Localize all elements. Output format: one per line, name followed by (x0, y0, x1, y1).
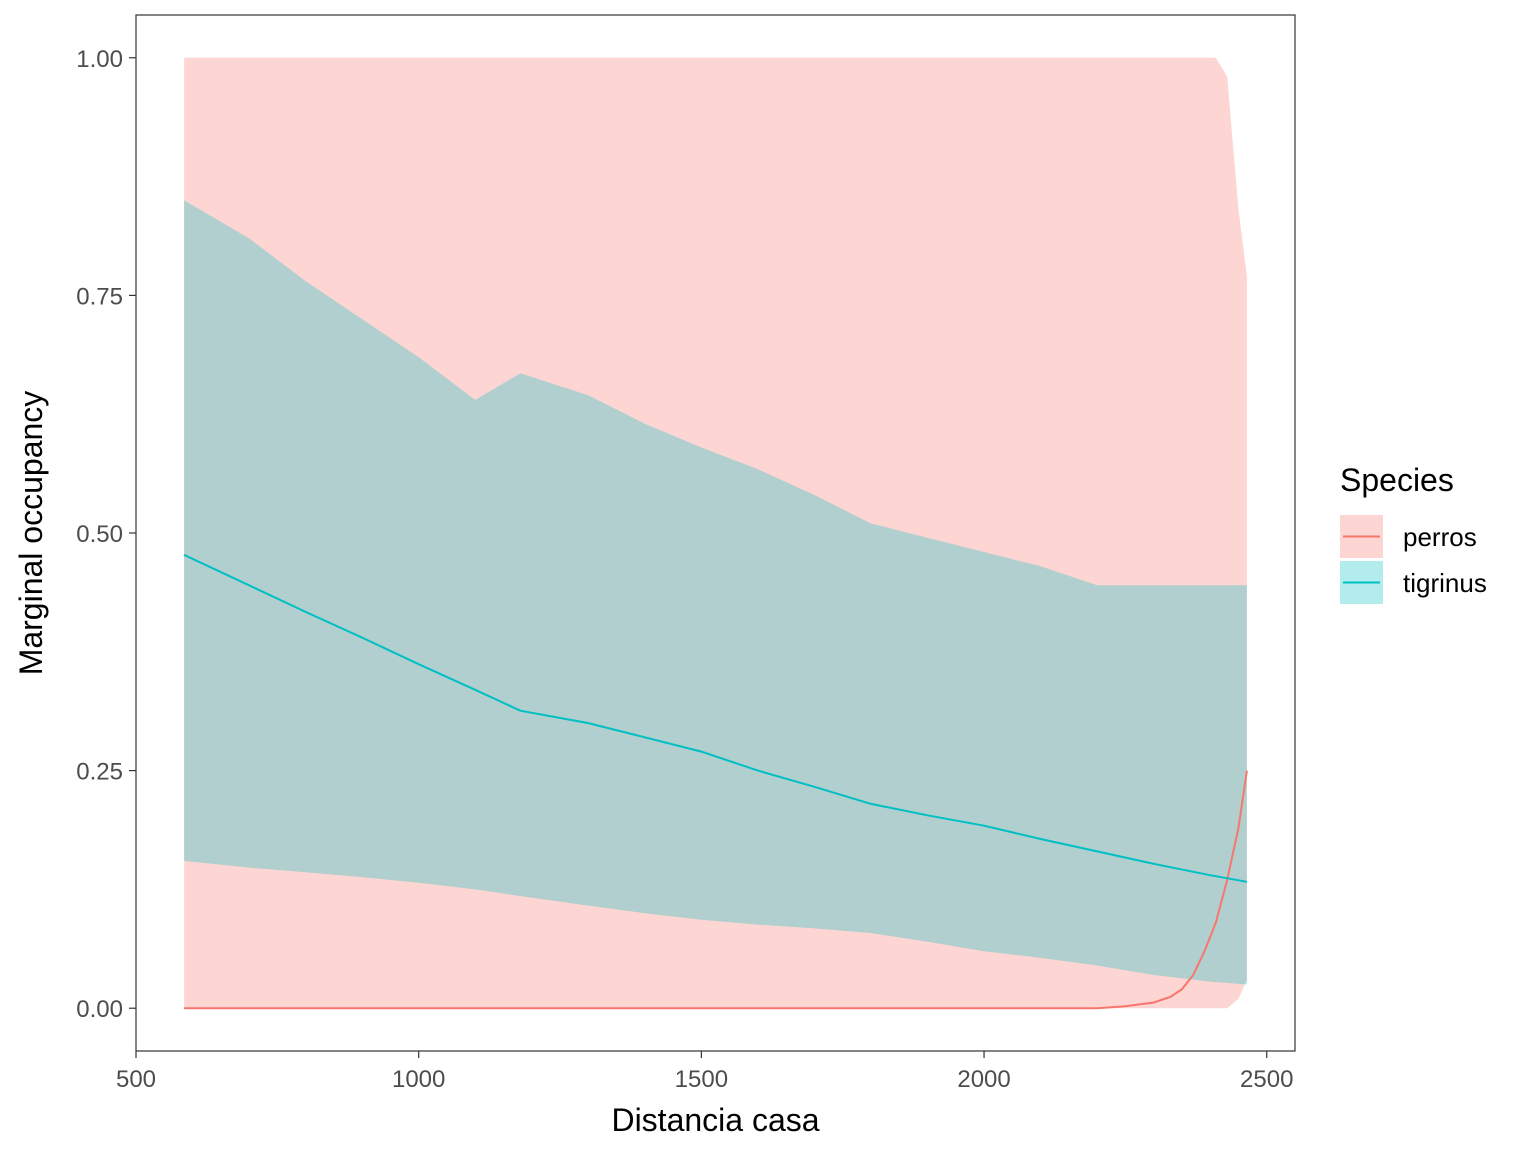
x-tick-label: 1000 (392, 1066, 445, 1093)
ribbons-layer (184, 57, 1247, 1009)
legend: Species perros tigrinus (1340, 462, 1487, 604)
ribbon-perros (184, 57, 1247, 1009)
y-tick-label: 0.00 (76, 996, 123, 1023)
legend-title: Species (1340, 462, 1454, 498)
line-tigrinus (183, 553, 1248, 883)
x-tick-label: 1500 (675, 1066, 728, 1093)
y-tick-label: 1.00 (76, 46, 123, 73)
x-axis: 500 1000 1500 2000 2500 (116, 1051, 1293, 1093)
x-tick-label: 2500 (1240, 1066, 1293, 1093)
line-perros (184, 770, 1248, 1010)
legend-label-tigrinus: tigrinus (1403, 568, 1487, 598)
y-tick-label: 0.50 (76, 521, 123, 548)
lines-layer (183, 553, 1248, 1010)
x-axis-title: Distancia casa (611, 1102, 819, 1138)
y-axis: 0.00 0.25 0.50 0.75 1.00 (76, 46, 136, 1023)
y-axis-title: Marginal occupancy (13, 391, 49, 676)
x-tick-label: 2000 (957, 1066, 1010, 1093)
legend-label-perros: perros (1403, 522, 1477, 552)
y-tick-label: 0.75 (76, 283, 123, 310)
x-tick-label: 500 (116, 1066, 156, 1093)
y-tick-label: 0.25 (76, 759, 123, 786)
ribbon-tigrinus (184, 200, 1247, 985)
